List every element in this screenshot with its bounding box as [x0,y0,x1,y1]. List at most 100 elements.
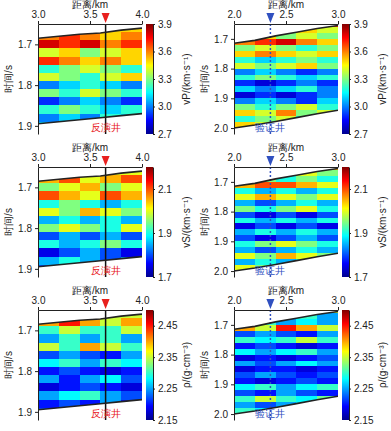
colorbar-tick: 3.6 [153,46,172,57]
heatmap-cell [38,105,59,114]
colorbar-tick: 3.3 [349,74,368,85]
colorbar-axis-line [349,168,350,278]
heatmap-cell [296,45,317,51]
heatmap-cell [317,408,338,414]
heatmap-cell [255,110,276,116]
colorbar-tick: 3.3 [153,74,172,85]
heatmap-cell [317,39,338,45]
heatmap-cell [276,366,297,372]
y-tick-label: 1.9 [214,93,228,104]
heatmap-cell [100,367,121,376]
x-axis-title: 距离/km [268,285,304,296]
y-axis: 1.71.81.92.0 [214,25,234,135]
heatmap-cell [38,416,59,420]
heatmap-cell [255,372,276,378]
heatmap-cell [121,391,142,400]
heatmap-cell [59,105,80,114]
heatmap-cell [234,51,255,57]
heatmap-cell [121,367,142,376]
colorbar-tick-mark [153,189,155,190]
colorbar-axis-line [153,25,154,135]
x-tick-label: 3.5 [84,152,98,163]
heatmap-cell [255,212,276,218]
heatmap-cell [296,331,317,337]
x-tick-mark [90,21,91,24]
y-tick: 1.7 [18,182,38,193]
heatmap-cell [317,51,338,57]
colorbar-tick: 2.45 [153,320,178,331]
y-axis: 1.71.81.9 [18,168,38,278]
heatmap-cell [276,51,297,57]
heatmap-cell [317,218,338,224]
x-tick: 3.0 [32,295,46,310]
y-tick-mark [231,384,234,385]
heatmap-cell [234,229,255,235]
heatmap-cell [296,104,317,110]
well-line [270,167,272,277]
x-tick-mark [234,21,235,24]
heatmap-cell [121,318,142,327]
x-tick: 4.0 [136,295,150,310]
colorbar-tick-label: 3.3 [158,74,172,85]
x-tick-mark [286,164,287,167]
heatmap-cell [80,351,101,360]
colorbar-tick-mark [349,326,351,327]
heatmap-cell [317,337,338,343]
y-tick-mark [35,269,38,270]
colorbar [146,167,153,277]
heatmap [234,167,338,277]
y-axis: 1.71.81.92.0 [214,168,234,278]
colorbar-tick: 2.25 [349,383,374,394]
heatmap-cell [317,80,338,86]
heatmap-cell [121,359,142,368]
heatmap-cell [276,75,297,81]
heatmap-cell [234,247,255,253]
heatmap-cell [38,248,59,257]
heatmap-cell [234,128,255,134]
y-axis: 1.71.81.92.0 [214,311,234,421]
colorbar-tick-mark [153,357,155,358]
heatmap-cell [38,208,59,217]
heatmap-cell [317,200,338,206]
heatmap-cell [234,194,255,200]
colorbar-tick-mark [349,79,351,80]
colorbar-tick-mark [153,326,155,327]
heatmap-cell [255,390,276,396]
y-tick: 1.9 [214,236,234,247]
panel: 2.02.53.01.71.81.92.0距离/km时间/s验证井2.73.03… [199,0,388,140]
heatmap-cell [296,69,317,75]
heatmap-cell [234,271,255,277]
panel: 3.03.54.01.71.81.9距离/km时间/s反演井2.73.03.33… [3,0,192,140]
colorbar-tick-mark [153,79,155,80]
well-label: 反演井 [91,408,121,419]
heatmap-cell [38,224,59,233]
heatmap-cell [296,57,317,63]
heatmap-cell [296,319,317,325]
y-tick: 1.8 [18,80,38,91]
heatmap-cell [234,45,255,51]
x-axis-line [39,167,143,168]
colorbar-tick-label: 1.9 [354,228,368,239]
heatmap-cell [276,390,297,396]
heatmap-cell [38,191,59,200]
heatmap-cell [59,391,80,400]
x-tick: 3.0 [332,152,346,167]
heatmap-cell [255,200,276,206]
y-tick-mark [231,212,234,213]
y-tick-mark [35,228,38,229]
y-tick: 1.7 [18,325,38,336]
heatmap-cell [100,248,121,257]
heatmap-cell [296,378,317,384]
heatmap-cell [38,367,59,376]
heatmap-cell [317,116,338,122]
heatmap-cell [317,92,338,98]
horizon-line [234,253,338,271]
x-axis-line [235,24,339,25]
colorbar-tick-label: 2.1 [158,184,172,195]
plot-area [234,310,338,420]
panel: 2.02.53.01.71.81.92.0距离/km时间/s验证井1.71.92… [199,142,388,283]
heatmap-cell [59,224,80,233]
colorbar-title: vS/(km·s⁻¹) [377,196,388,247]
x-tick-mark [38,307,39,310]
y-tick: 2.0 [214,123,234,134]
